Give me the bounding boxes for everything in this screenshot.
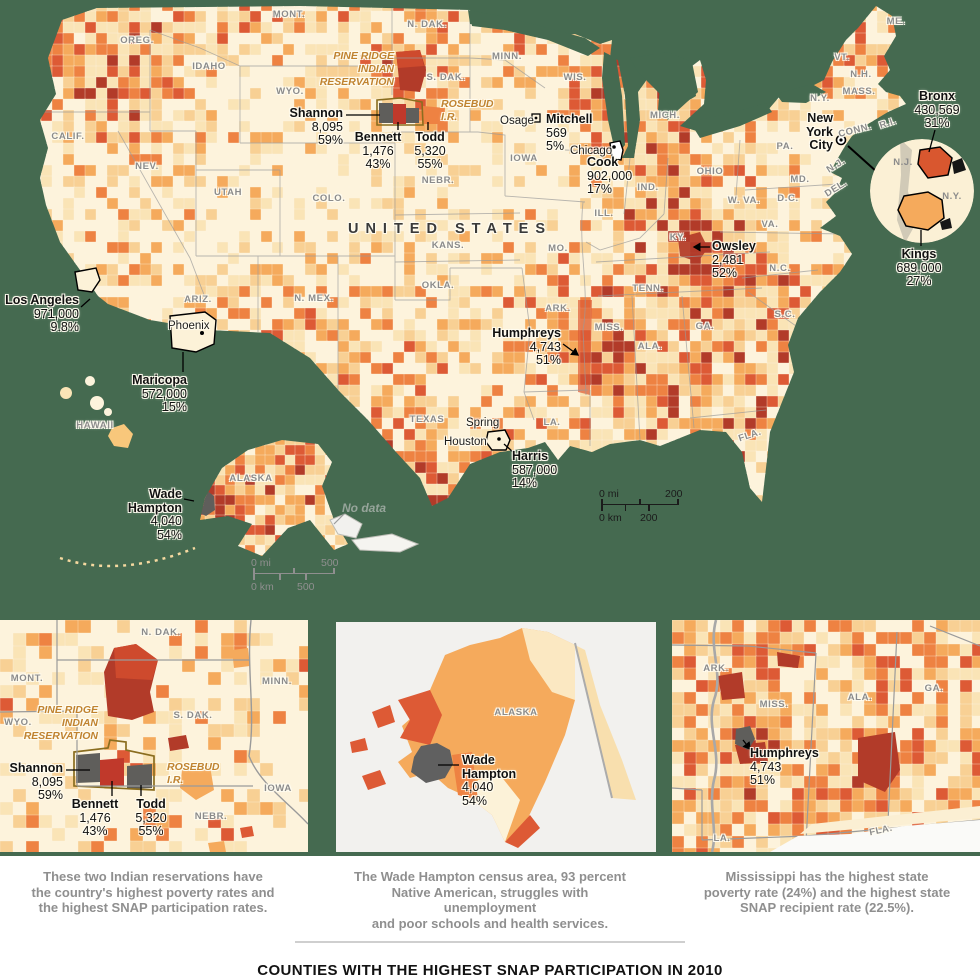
inset-pine-ridge-detail [0, 620, 308, 852]
leader-line [928, 129, 936, 153]
hawaii-islands [60, 376, 133, 448]
footer-divider [295, 941, 685, 943]
inset-alaska [336, 622, 656, 852]
footer-title: COUNTIES WITH THE HIGHEST SNAP PARTICIPA… [257, 962, 723, 979]
aleutian-islands [59, 546, 196, 568]
caption-mississippi: Mississippi has the highest state poverty… [703, 869, 951, 915]
leader-line [742, 739, 751, 751]
leader-line [562, 343, 580, 356]
inset-mississippi-detail [672, 620, 980, 852]
great-lakes [468, 10, 826, 156]
callout-leader-lines [66, 114, 936, 796]
nyc-marker [835, 134, 878, 173]
outlined-counties [74, 113, 624, 451]
us-county-choropleth [0, 6, 980, 852]
county-highlight-blobs [40, 8, 846, 446]
no-data-area [329, 513, 420, 553]
nyc-inset-circle [870, 139, 974, 243]
leader-line [503, 443, 514, 453]
caption-wade-hampton: The Wade Hampton census area, 93 percent… [354, 869, 626, 931]
caption-pine-ridge: These two Indian reservations have the co… [31, 869, 275, 915]
pine-ridge-counties [376, 97, 445, 126]
leader-line [183, 498, 195, 502]
leader-line [80, 298, 91, 308]
